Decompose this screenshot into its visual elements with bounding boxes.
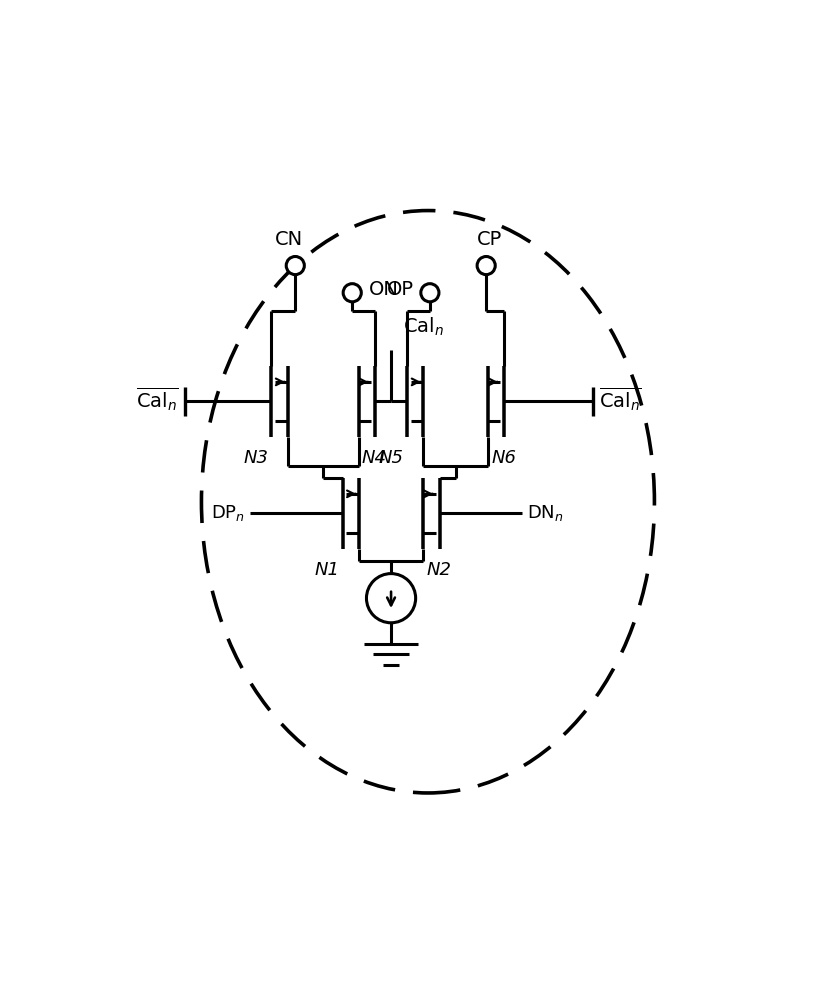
- Text: $\overline{\mathrm{Cal}_n}$: $\overline{\mathrm{Cal}_n}$: [136, 385, 179, 413]
- Text: N1: N1: [314, 561, 339, 579]
- Text: DP$_n$: DP$_n$: [210, 503, 245, 523]
- Ellipse shape: [201, 211, 655, 793]
- Circle shape: [367, 574, 416, 623]
- Text: Cal$_n$: Cal$_n$: [402, 316, 443, 338]
- Text: OP: OP: [387, 280, 413, 299]
- Text: N3: N3: [243, 449, 268, 467]
- Text: DN$_n$: DN$_n$: [527, 503, 564, 523]
- Circle shape: [421, 284, 439, 302]
- Circle shape: [286, 257, 304, 275]
- Circle shape: [343, 284, 362, 302]
- Text: $\overline{\mathrm{Cal}_n}$: $\overline{\mathrm{Cal}_n}$: [600, 385, 642, 413]
- Text: N6: N6: [491, 449, 516, 467]
- Text: N4: N4: [362, 449, 387, 467]
- Text: CP: CP: [477, 230, 502, 249]
- Text: N5: N5: [379, 449, 404, 467]
- Text: ON: ON: [368, 280, 398, 299]
- Text: N2: N2: [427, 561, 452, 579]
- Text: CN: CN: [275, 230, 303, 249]
- Circle shape: [477, 257, 495, 275]
